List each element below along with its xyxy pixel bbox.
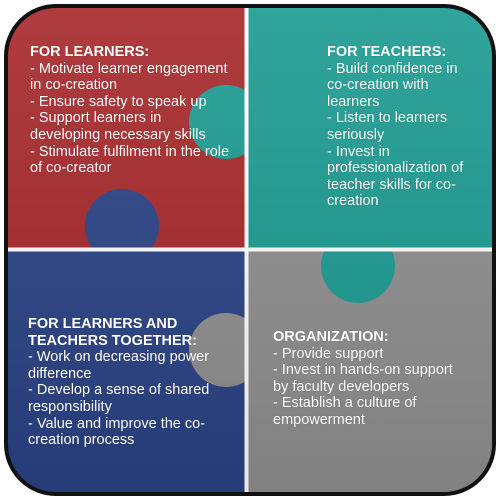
organization-item: Establish a culture of empowerment — [273, 395, 463, 428]
together-title: FOR LEARNERS AND TEACHERS TOGETHER: — [28, 316, 197, 349]
teachers-item: Build confidence in co-creation with lea… — [327, 61, 477, 111]
teachers-item: Invest in professionalization of teacher… — [327, 144, 477, 210]
together-item: Value and improve the co-creation proces… — [28, 416, 228, 449]
puzzle-frame — [4, 4, 496, 496]
learners-item: Motivate learner engagement in co-creati… — [30, 61, 230, 94]
teachers-item: Listen to learners seriously — [327, 110, 477, 143]
organization-title: ORGANIZATION: — [273, 329, 389, 345]
together-item: Develop a sense of shared responsibility — [28, 382, 228, 415]
learners-title: FOR LEARNERS: — [30, 44, 150, 60]
together-item: Work on decreasing power difference — [28, 349, 228, 382]
quadrant-together: FOR LEARNERS AND TEACHERS TOGETHER: Work… — [28, 316, 228, 449]
learners-item: Support learners in developing necessary… — [30, 110, 230, 143]
quadrant-organization: ORGANIZATION: Provide support Invest in … — [273, 329, 463, 429]
quadrant-learners: FOR LEARNERS: Motivate learner engagemen… — [30, 44, 230, 177]
teachers-title: FOR TEACHERS: — [327, 44, 447, 60]
quadrant-teachers: FOR TEACHERS: Build confidence in co-cre… — [327, 44, 477, 210]
learners-item: Ensure safety to speak up — [30, 94, 230, 111]
organization-item: Provide support — [273, 346, 463, 363]
organization-item: Invest in hands-on support by faculty de… — [273, 362, 463, 395]
learners-item: Stimulate fulfilment in the role of co-c… — [30, 144, 230, 177]
